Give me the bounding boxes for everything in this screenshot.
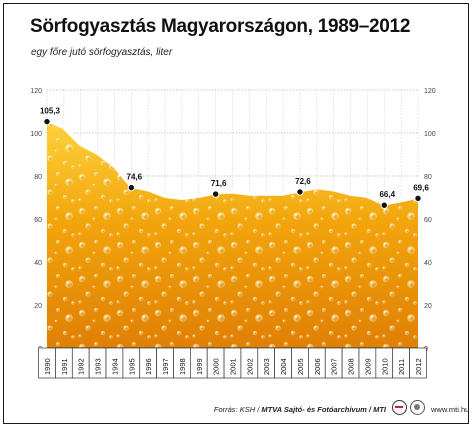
chart-title: Sörfogyasztás Magyarországon, 1989–2012 (30, 16, 411, 37)
x-axis-labels: 1990 1991 1992 1993 1994 1995 1996 1997 1998 1999… (38, 347, 427, 379)
data-point (296, 188, 304, 196)
source-prefix: Forrás: KSH / (213, 405, 262, 414)
x-tick-label: 1994 (110, 358, 119, 375)
x-tick-label: 2002 (245, 358, 254, 375)
x-tick-label: 1997 (161, 358, 170, 375)
data-point (43, 117, 51, 126)
x-tick-label: 2007 (330, 358, 339, 375)
y-tick-label-left: 40 (34, 260, 42, 267)
y-tick-label-left: 20 (34, 303, 42, 310)
x-tick-label: 2008 (347, 358, 356, 375)
x-tick-label: 2012 (414, 358, 423, 375)
y-tick-label-right: 100 (424, 131, 436, 138)
data-label: 71,6 (211, 179, 227, 188)
mtva-logo-icon (392, 400, 407, 415)
x-tick-box (409, 347, 427, 379)
y-tick-label-right: 80 (424, 174, 432, 181)
source-agency: MTVA Sajtó- és Fotóarchívum / MTI (261, 405, 386, 414)
x-tick-label: 2006 (313, 358, 322, 375)
y-tick-label-left: 100 (30, 131, 42, 138)
data-label: 72,6 (295, 177, 311, 186)
x-tick-label: 2001 (229, 358, 238, 375)
data-point (380, 201, 388, 209)
x-tick-label: 1990 (43, 358, 52, 375)
data-point (127, 183, 136, 192)
data-point (211, 190, 220, 198)
foam-edge (46, 118, 419, 206)
website-link[interactable]: www.mti.hu (431, 405, 470, 414)
data-label: 105,3 (40, 107, 61, 116)
chart-subtitle: egy főre jutó sörfogyasztás, liter (31, 47, 173, 58)
x-tick-label: 1996 (144, 358, 153, 375)
data-point (414, 194, 422, 203)
x-tick-label: 2011 (397, 359, 406, 375)
data-label: 66,4 (379, 190, 395, 199)
x-tick-label: 2004 (279, 358, 288, 375)
y-tick-label-left: 80 (34, 174, 42, 181)
x-tick-label: 1998 (178, 358, 187, 375)
data-label: 74,6 (127, 173, 143, 182)
x-tick-label: 2005 (296, 358, 305, 375)
x-tick-label: 2009 (363, 358, 372, 375)
y-tick-label-right: 40 (424, 260, 432, 267)
bubble-overlay (47, 121, 418, 348)
y-tick-label-right: 120 (424, 88, 436, 95)
y-tick-label-right: 20 (424, 303, 432, 310)
x-tick-label: 2000 (212, 358, 221, 375)
x-tick-label: 1993 (94, 358, 103, 375)
x-tick-label: 2010 (380, 358, 389, 375)
y-tick-label-left: 120 (30, 88, 42, 95)
x-tick-label: 1995 (127, 358, 136, 375)
x-tick-label: 1999 (195, 358, 204, 375)
y-tick-label-left: 60 (34, 217, 42, 224)
mti-logo-icon (410, 400, 425, 415)
source-credit: Forrás: KSH / MTVA Sajtó- és Fotóarchívu… (214, 405, 386, 414)
y-tick-label-right: 60 (424, 217, 432, 224)
data-label: 69,6 (413, 183, 429, 192)
x-tick-label: 1992 (77, 358, 86, 375)
x-tick-label: 2003 (262, 358, 271, 375)
x-tick-label: 1991 (60, 358, 69, 375)
